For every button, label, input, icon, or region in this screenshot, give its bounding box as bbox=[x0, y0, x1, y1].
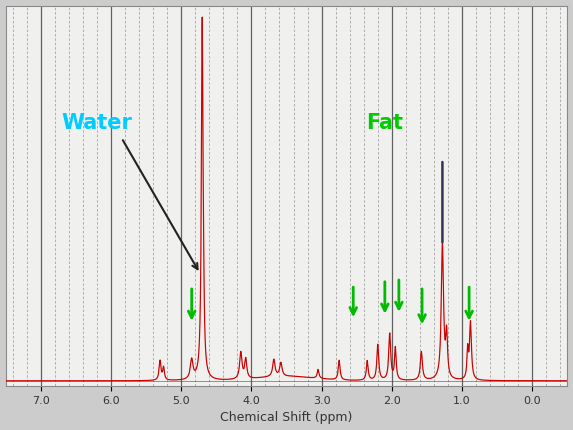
Text: Water: Water bbox=[61, 114, 132, 133]
Text: Fat: Fat bbox=[366, 114, 403, 133]
X-axis label: Chemical Shift (ppm): Chemical Shift (ppm) bbox=[220, 412, 353, 424]
